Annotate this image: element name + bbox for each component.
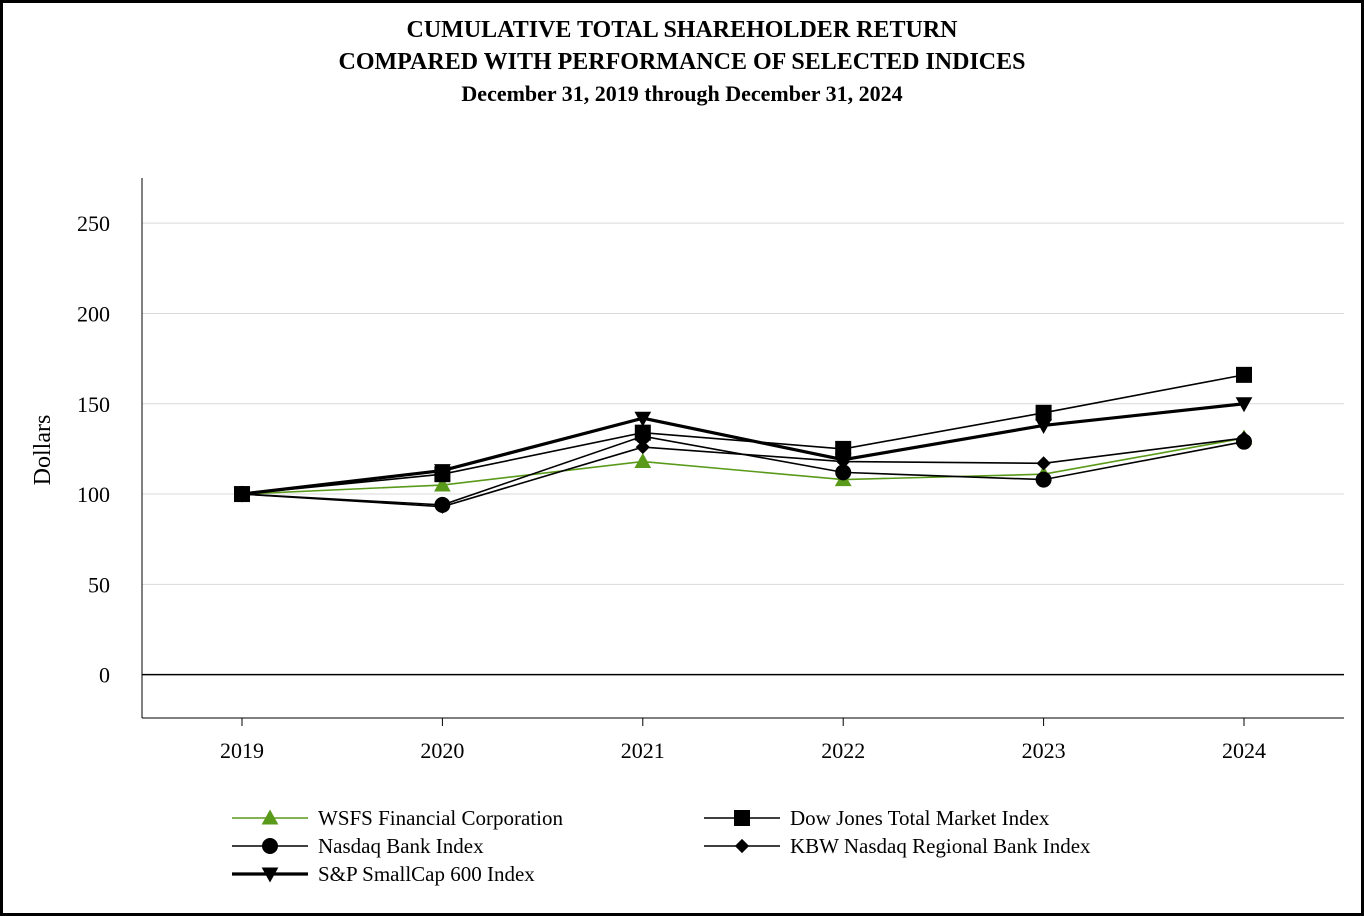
y-axis-label: Dollars — [30, 415, 56, 486]
y-tick-label: 100 — [77, 482, 110, 507]
series-line — [241, 402, 1245, 496]
legend-label: Dow Jones Total Market Index — [790, 806, 1050, 830]
data-point — [1236, 430, 1252, 446]
chart-subtitle: December 31, 2019 through December 31, 2… — [461, 81, 903, 106]
series-line — [241, 374, 1245, 495]
x-tick-label: 2023 — [1022, 738, 1066, 763]
legend-item: S&P SmallCap 600 Index — [232, 862, 535, 886]
chart-title-line-1: CUMULATIVE TOTAL SHAREHOLDER RETURN — [406, 17, 958, 43]
gridlines — [142, 222, 1344, 676]
data-point — [1235, 397, 1253, 413]
legend: WSFS Financial Corporation Dow Jones Tota… — [232, 806, 1091, 886]
data-point — [261, 809, 279, 825]
y-tick-label: 0 — [99, 663, 110, 688]
axes — [141, 178, 1344, 719]
series-group — [233, 397, 1253, 503]
series — [233, 366, 1253, 514]
data-point — [261, 867, 279, 883]
series-group — [234, 366, 1252, 503]
legend-label: KBW Nasdaq Regional Bank Index — [790, 834, 1091, 858]
data-point — [1035, 471, 1052, 488]
x-tick-label: 2019 — [220, 738, 264, 763]
chart-title-line-2: COMPARED WITH PERFORMANCE OF SELECTED IN… — [338, 49, 1026, 75]
legend-item: KBW Nasdaq Regional Bank Index — [704, 834, 1091, 858]
x-tick-label: 2022 — [821, 738, 865, 763]
data-point — [1236, 366, 1252, 383]
x-tick-labels: 2019 2020 2021 2022 2023 2024 — [220, 718, 1266, 763]
data-point — [262, 838, 278, 854]
data-point — [1035, 404, 1052, 421]
x-tick-label: 2020 — [420, 738, 464, 763]
legend-label: WSFS Financial Corporation — [318, 806, 563, 830]
data-point — [734, 810, 750, 826]
series-group — [234, 430, 1252, 514]
x-tick-label: 2024 — [1222, 738, 1266, 763]
data-point — [834, 453, 852, 469]
series-line — [241, 437, 1245, 495]
data-point — [635, 440, 650, 455]
y-tick-label: 200 — [77, 301, 110, 326]
data-point — [1035, 418, 1052, 434]
data-point — [233, 487, 251, 503]
y-tick-label: 50 — [88, 572, 110, 597]
y-tick-labels: 0 50 100 150 200 250 — [77, 211, 110, 688]
data-point — [634, 453, 652, 469]
legend-label: S&P SmallCap 600 Index — [318, 862, 535, 886]
series-line — [241, 437, 1245, 508]
legend-item: Nasdaq Bank Index — [232, 834, 484, 858]
legend-item: Dow Jones Total Market Index — [704, 806, 1050, 830]
y-tick-label: 150 — [77, 392, 110, 417]
data-point — [434, 476, 451, 492]
data-point — [435, 499, 450, 514]
x-tick-label: 2021 — [621, 738, 665, 763]
data-point — [634, 411, 652, 427]
y-tick-label: 250 — [77, 211, 110, 236]
data-point — [734, 838, 750, 854]
legend-item: WSFS Financial Corporation — [232, 806, 563, 830]
data-point — [434, 464, 451, 480]
legend-label: Nasdaq Bank Index — [318, 834, 484, 858]
chart-title-block: CUMULATIVE TOTAL SHAREHOLDER RETURN COMP… — [0, 14, 1364, 110]
data-point — [1036, 456, 1051, 471]
